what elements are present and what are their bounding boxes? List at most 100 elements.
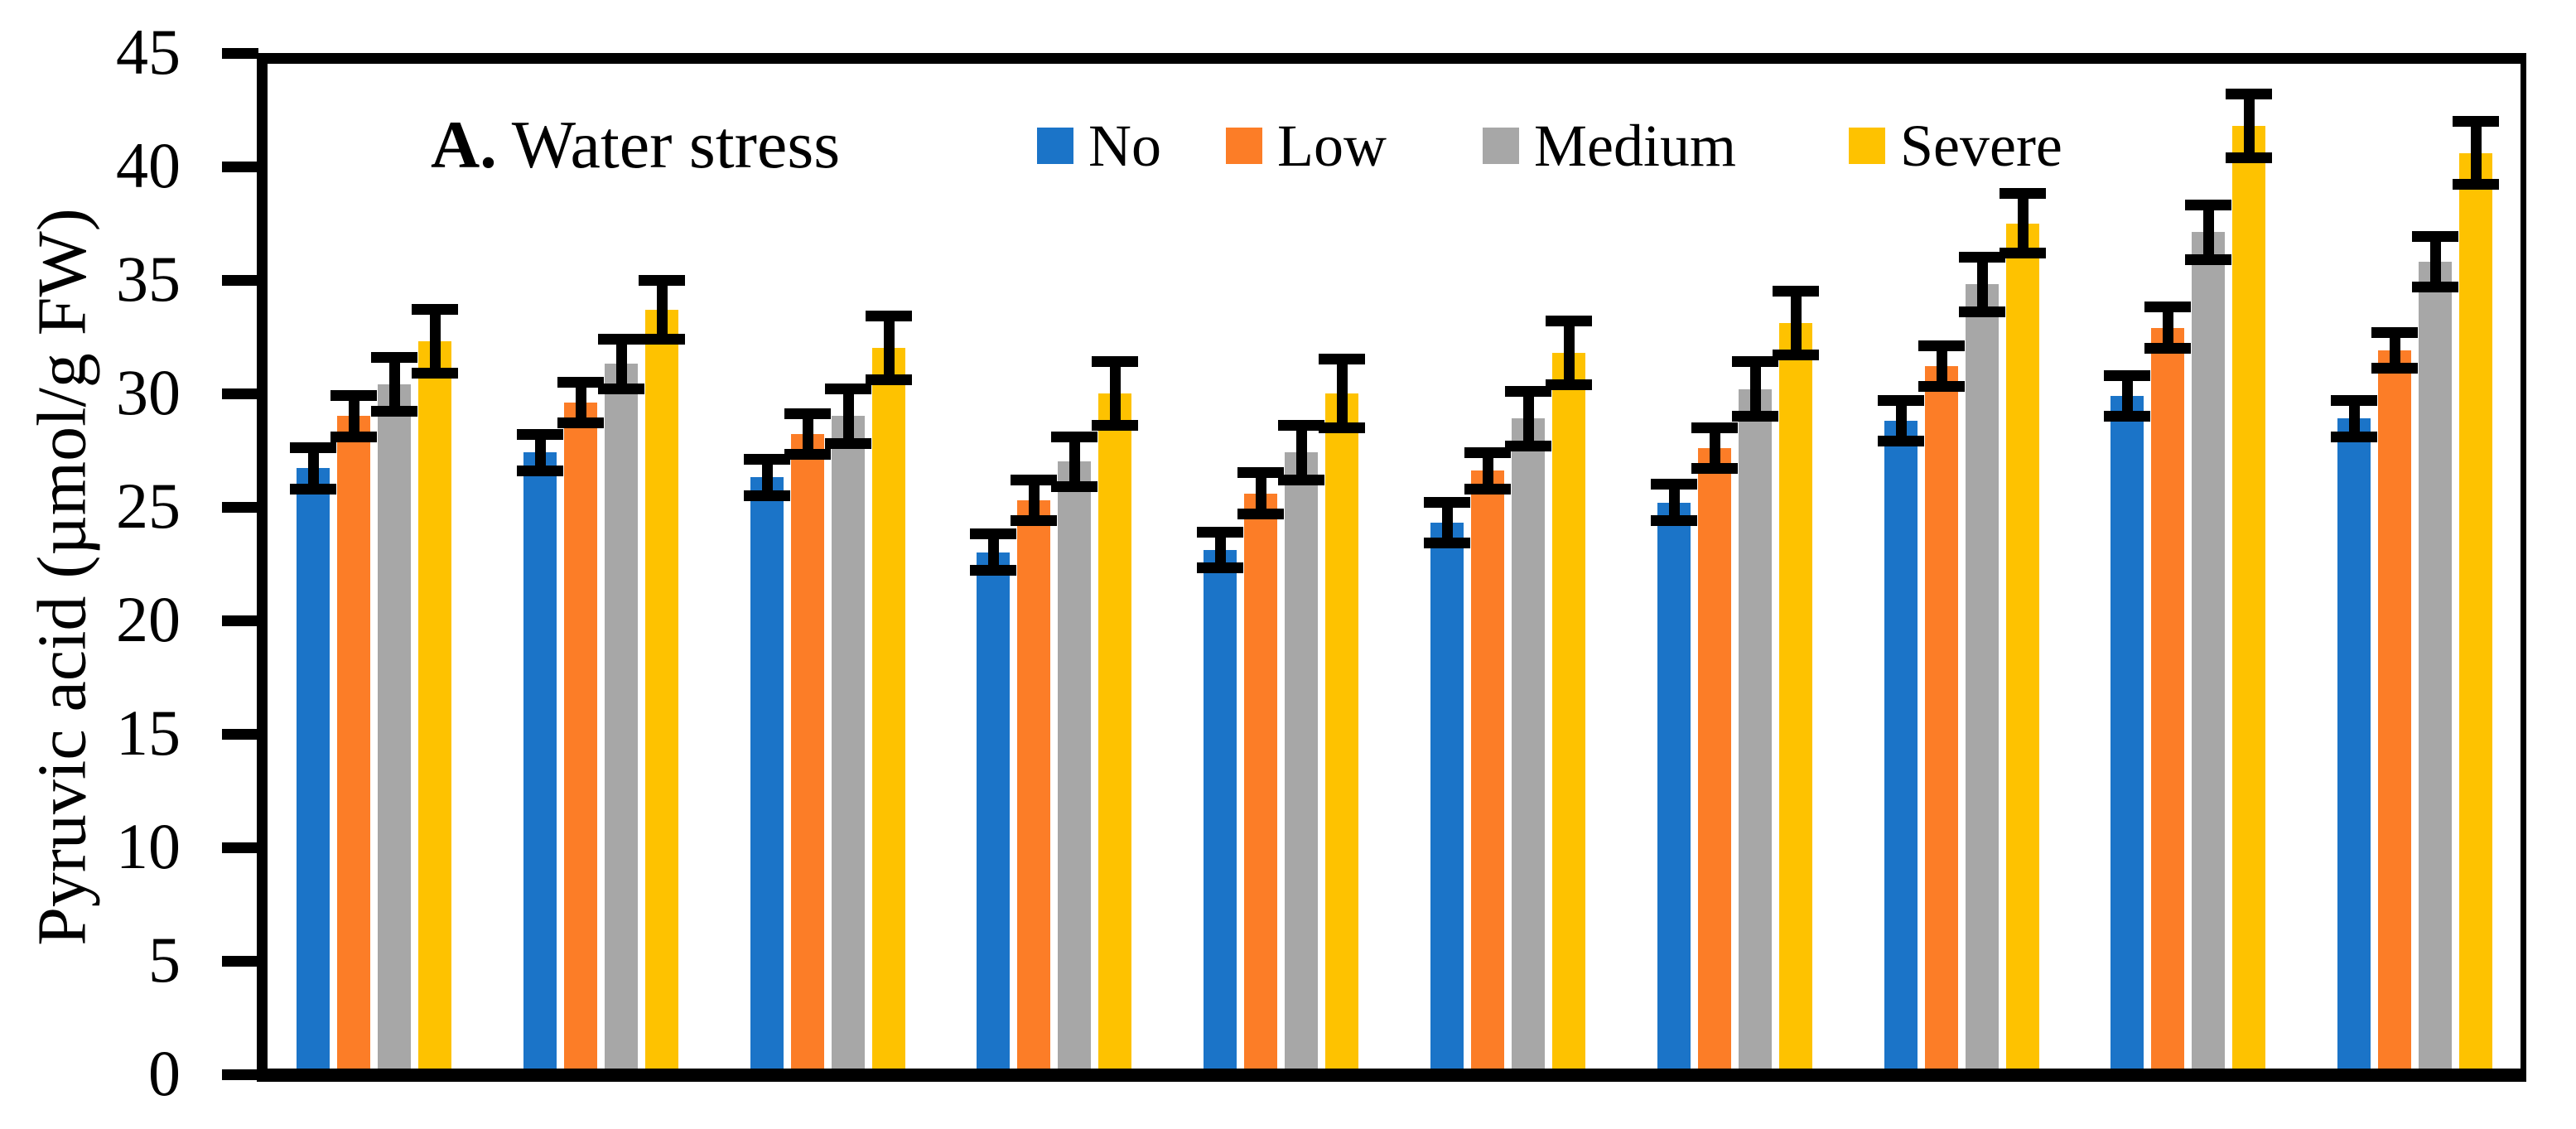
- error-bar-cap-bottom: [825, 437, 871, 449]
- error-bar: [1936, 345, 1947, 387]
- bar-medium-g7: [1739, 388, 1772, 1069]
- bar-severe-g1: [418, 340, 451, 1069]
- y-tick-label: 25: [116, 470, 181, 542]
- error-bar: [348, 395, 359, 437]
- error-bar: [1441, 502, 1453, 543]
- error-bar-cap-bottom: [1546, 379, 1592, 390]
- y-axis-tick: [222, 1069, 258, 1080]
- error-bar: [842, 388, 854, 444]
- error-bar-cap-bottom: [517, 465, 563, 476]
- error-bar-cap-top: [2453, 115, 2499, 127]
- error-bar-cap-top: [557, 376, 604, 388]
- bar-medium-g9: [2192, 232, 2225, 1069]
- bar-no-g2: [523, 452, 557, 1069]
- error-bar: [883, 316, 895, 380]
- error-bar: [2429, 236, 2441, 287]
- bar-no-g8: [1884, 420, 1918, 1069]
- bar-no-g10: [2337, 418, 2371, 1069]
- error-bar: [2162, 306, 2173, 349]
- error-bar-cap-top: [1424, 497, 1470, 509]
- y-tick-label: 40: [116, 129, 181, 201]
- bar-low-g4: [1017, 499, 1050, 1069]
- error-bar-cap-bottom: [2104, 410, 2150, 422]
- error-bar-cap-top: [517, 428, 563, 440]
- bar-medium-g2: [605, 364, 638, 1069]
- error-bar-cap-bottom: [1051, 480, 1097, 492]
- bar-medium-g4: [1058, 461, 1091, 1069]
- error-bar-cap-top: [1918, 340, 1965, 351]
- bar-severe-g9: [2232, 125, 2265, 1069]
- error-bar-cap-bottom: [639, 333, 685, 345]
- bar-severe-g2: [645, 309, 678, 1069]
- bar-no-g4: [977, 552, 1010, 1069]
- error-bar: [534, 434, 546, 471]
- y-axis-tick: [222, 729, 258, 740]
- error-bar: [1749, 361, 1761, 417]
- error-bar-cap-top: [639, 274, 685, 286]
- error-bar-cap-top: [866, 311, 912, 322]
- error-bar-cap-bottom: [1918, 381, 1965, 393]
- bar-severe-g4: [1098, 393, 1131, 1069]
- error-bar: [987, 533, 999, 571]
- error-bar-cap-top: [2226, 88, 2272, 99]
- error-bar-cap-bottom: [557, 417, 604, 429]
- error-bar: [1214, 532, 1226, 568]
- error-bar: [1336, 359, 1348, 428]
- bar-medium-g8: [1966, 284, 1999, 1069]
- y-tick-label: 20: [116, 583, 181, 655]
- legend-swatch-low: [1226, 128, 1262, 164]
- bar-no-g7: [1657, 502, 1691, 1069]
- error-bar: [615, 339, 627, 389]
- error-bar: [2202, 205, 2214, 260]
- error-bar-cap-top: [744, 453, 790, 465]
- error-bar-cap-top: [970, 528, 1016, 540]
- error-bar-cap-bottom: [1878, 436, 1924, 447]
- error-bar: [1069, 437, 1080, 487]
- bar-no-g3: [750, 477, 784, 1069]
- error-bar: [761, 459, 773, 496]
- error-bar-cap-bottom: [2453, 179, 2499, 191]
- error-bar: [1790, 291, 1802, 355]
- error-bar-cap-top: [784, 408, 831, 420]
- bar-severe-g7: [1779, 323, 1812, 1069]
- y-tick-label: 10: [116, 810, 181, 882]
- y-axis-tick: [222, 48, 258, 59]
- error-bar: [1255, 472, 1266, 514]
- error-bar-cap-bottom: [2226, 152, 2272, 163]
- error-bar-cap-top: [1651, 479, 1697, 490]
- error-bar-cap-bottom: [2144, 342, 2191, 354]
- error-bar-cap-top: [598, 333, 644, 345]
- error-bar-cap-bottom: [1505, 440, 1551, 451]
- bar-no-g1: [297, 468, 330, 1069]
- error-bar-cap-bottom: [744, 490, 790, 501]
- bar-severe-g6: [1552, 352, 1585, 1069]
- error-bar-cap-bottom: [1319, 422, 1365, 433]
- panel-label: A.: [431, 107, 497, 182]
- error-bar-cap-bottom: [2331, 431, 2377, 442]
- error-bar: [1563, 321, 1575, 385]
- y-tick-label: 35: [116, 243, 181, 315]
- error-bar-cap-top: [1319, 354, 1365, 365]
- error-bar-cap-bottom: [1651, 514, 1697, 526]
- bar-low-g6: [1471, 470, 1504, 1069]
- bar-low-g8: [1925, 366, 1958, 1069]
- error-bar: [1668, 484, 1680, 521]
- error-bar-cap-top: [1464, 446, 1511, 458]
- legend-label: Severe: [1900, 113, 2062, 179]
- error-bar-cap-bottom: [1237, 508, 1284, 519]
- bar-severe-g3: [872, 348, 905, 1069]
- error-bar: [2348, 400, 2360, 437]
- y-axis-tick: [222, 388, 258, 399]
- bar-low-g5: [1244, 493, 1277, 1069]
- bar-severe-g8: [2006, 223, 2039, 1069]
- bar-low-g1: [337, 416, 370, 1069]
- error-bar-cap-top: [2000, 188, 2046, 200]
- y-tick-label: 15: [116, 697, 181, 769]
- error-bar-cap-top: [2144, 302, 2191, 313]
- error-bar-cap-bottom: [1092, 419, 1138, 431]
- error-bar-cap-top: [371, 351, 417, 363]
- bar-low-g9: [2151, 327, 2184, 1069]
- error-bar-cap-top: [2412, 231, 2458, 243]
- y-axis-tick: [222, 615, 258, 626]
- bar-no-g6: [1430, 523, 1464, 1069]
